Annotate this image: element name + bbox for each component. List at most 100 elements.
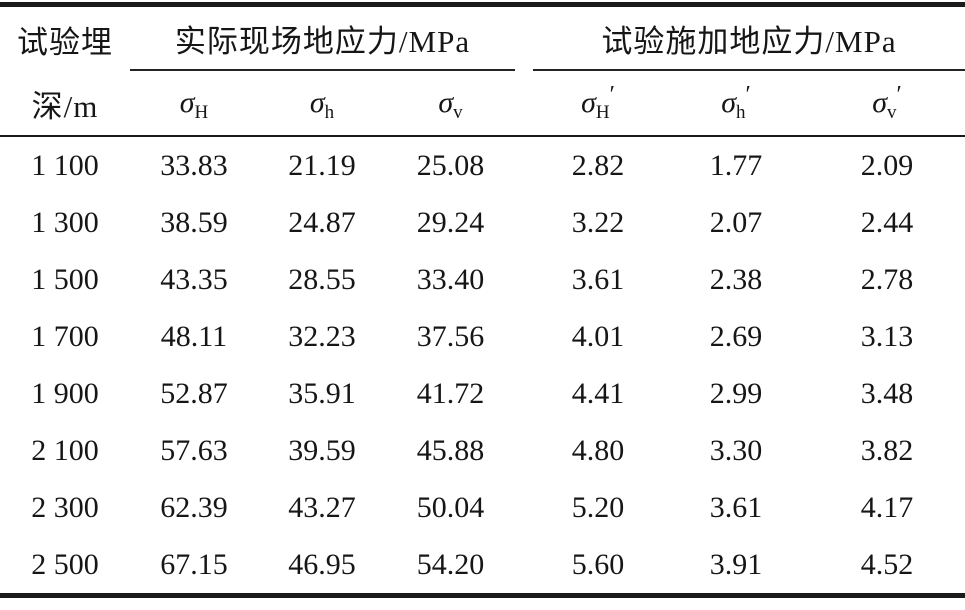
column-gap-cell: [515, 136, 533, 194]
value-cell: 32.23: [288, 319, 356, 353]
sigma-subscript: H: [194, 102, 209, 123]
table-row: 1 100 33.83 21.19 25.08 2.82 1.77 2.09: [0, 136, 965, 194]
value-cell: 45.88: [416, 433, 485, 467]
column-header-sigma-v-prime: σv′: [809, 70, 965, 137]
column-gap-cell: [515, 308, 533, 365]
sigma-symbol: σ: [438, 86, 454, 119]
sigma-symbol: σ: [309, 86, 325, 119]
value-cell: 38.59: [160, 205, 228, 239]
value-cell: 4.17: [860, 490, 914, 524]
value-cell: 48.11: [160, 319, 228, 353]
value-cell: 33.40: [416, 262, 485, 296]
depth-cell: 1 500: [31, 262, 99, 296]
column-gap-cell: [515, 479, 533, 536]
sigma-symbol: σ: [872, 86, 888, 119]
value-cell: 62.39: [160, 490, 228, 524]
value-cell: 4.01: [571, 319, 625, 353]
prime-mark: ′: [745, 82, 751, 108]
sigma-subscript: H: [595, 102, 610, 123]
value-cell: 43.35: [160, 262, 228, 296]
value-cell: 46.95: [288, 547, 356, 581]
value-cell: 2.44: [860, 205, 914, 239]
depth-cell: 2 100: [31, 433, 99, 467]
value-cell: 25.08: [416, 148, 485, 182]
value-cell: 35.91: [288, 376, 356, 410]
value-cell: 2.09: [860, 148, 914, 182]
table-header: 试验埋 深/m 实际现场地应力/MPa 试验施加地应力/MPa σH σh σv…: [0, 4, 965, 137]
prime-mark: ′: [896, 82, 902, 108]
table-row: 1 500 43.35 28.55 33.40 3.61 2.38 2.78: [0, 251, 965, 308]
depth-header-line2: 深/m: [31, 88, 99, 124]
value-cell: 33.83: [160, 148, 228, 182]
group-header-row: 试验埋 深/m 实际现场地应力/MPa 试验施加地应力/MPa: [0, 4, 965, 137]
value-cell: 3.13: [860, 319, 914, 353]
group-header-actual-stress: 实际现场地应力/MPa: [130, 4, 516, 71]
value-cell: 2.07: [709, 205, 763, 239]
value-cell: 52.87: [160, 376, 228, 410]
value-cell: 3.82: [860, 433, 914, 467]
table-row: 2 100 57.63 39.59 45.88 4.80 3.30 3.82: [0, 422, 965, 479]
depth-header-stack: 试验埋 深/m: [0, 7, 130, 135]
value-cell: 21.19: [288, 148, 356, 182]
symbol-header-row: σH σh σv σH′ σh′ σv′: [0, 70, 965, 137]
value-cell: 4.80: [571, 433, 625, 467]
value-cell: 3.61: [709, 490, 763, 524]
table-row: 2 300 62.39 43.27 50.04 5.20 3.61 4.17: [0, 479, 965, 536]
column-gap-cell: [515, 536, 533, 596]
column-gap-cell: [515, 422, 533, 479]
value-cell: 2.69: [709, 319, 763, 353]
value-cell: 28.55: [288, 262, 356, 296]
value-cell: 37.56: [416, 319, 485, 353]
sigma-symbol: σ: [179, 86, 195, 119]
column-header-sigma-v: σv: [386, 70, 516, 137]
sigma-subscript: h: [324, 102, 335, 123]
table-row: 1 700 48.11 32.23 37.56 4.01 2.69 3.13: [0, 308, 965, 365]
value-cell: 43.27: [288, 490, 356, 524]
value-cell: 3.22: [571, 205, 625, 239]
value-cell: 67.15: [160, 547, 228, 581]
value-cell: 54.20: [416, 547, 485, 581]
value-cell: 1.77: [709, 148, 763, 182]
column-gap-cell: [515, 194, 533, 251]
sigma-subscript: v: [887, 102, 897, 123]
column-header-sigma-h-prime: σh′: [663, 70, 810, 137]
prime-mark: ′: [609, 82, 615, 108]
sigma-subscript: v: [453, 102, 463, 123]
column-gap-cell: [515, 251, 533, 308]
value-cell: 5.20: [571, 490, 625, 524]
value-cell: 4.52: [860, 547, 914, 581]
depth-cell: 1 700: [31, 319, 99, 353]
value-cell: 41.72: [416, 376, 485, 410]
depth-cell: 1 300: [31, 205, 99, 239]
value-cell: 24.87: [288, 205, 356, 239]
group-gap: [515, 4, 534, 137]
value-cell: 39.59: [288, 433, 356, 467]
value-cell: 3.61: [571, 262, 625, 296]
column-header-sigma-H-prime: σH′: [533, 70, 664, 137]
column-gap-cell: [515, 365, 533, 422]
group-header-applied-stress: 试验施加地应力/MPa: [533, 4, 965, 71]
value-cell: 2.82: [571, 148, 625, 182]
value-cell: 2.38: [709, 262, 763, 296]
column-header-sigma-H: σH: [130, 70, 258, 137]
table-row: 1 900 52.87 35.91 41.72 4.41 2.99 3.48: [0, 365, 965, 422]
depth-column-header: 试验埋 深/m: [0, 4, 130, 137]
value-cell: 3.30: [709, 433, 763, 467]
depth-cell: 2 500: [31, 547, 99, 581]
sigma-symbol: σ: [721, 86, 737, 119]
value-cell: 5.60: [571, 547, 625, 581]
column-header-sigma-h: σh: [258, 70, 386, 137]
table-body: 1 100 33.83 21.19 25.08 2.82 1.77 2.09 1 300 38.…: [0, 136, 965, 596]
value-cell: 29.24: [416, 205, 485, 239]
table-row: 1 300 38.59 24.87 29.24 3.22 2.07 2.44: [0, 194, 965, 251]
depth-cell: 1 900: [31, 376, 99, 410]
value-cell: 4.41: [571, 376, 625, 410]
value-cell: 2.78: [860, 262, 914, 296]
sigma-symbol: σ: [581, 86, 596, 119]
depth-cell: 2 300: [31, 490, 99, 524]
stress-table: 试验埋 深/m 实际现场地应力/MPa 试验施加地应力/MPa σH σh σv…: [0, 2, 965, 598]
value-cell: 3.48: [860, 376, 914, 410]
sigma-subscript: h: [736, 102, 746, 123]
depth-cell: 1 100: [31, 148, 99, 182]
value-cell: 50.04: [416, 490, 485, 524]
